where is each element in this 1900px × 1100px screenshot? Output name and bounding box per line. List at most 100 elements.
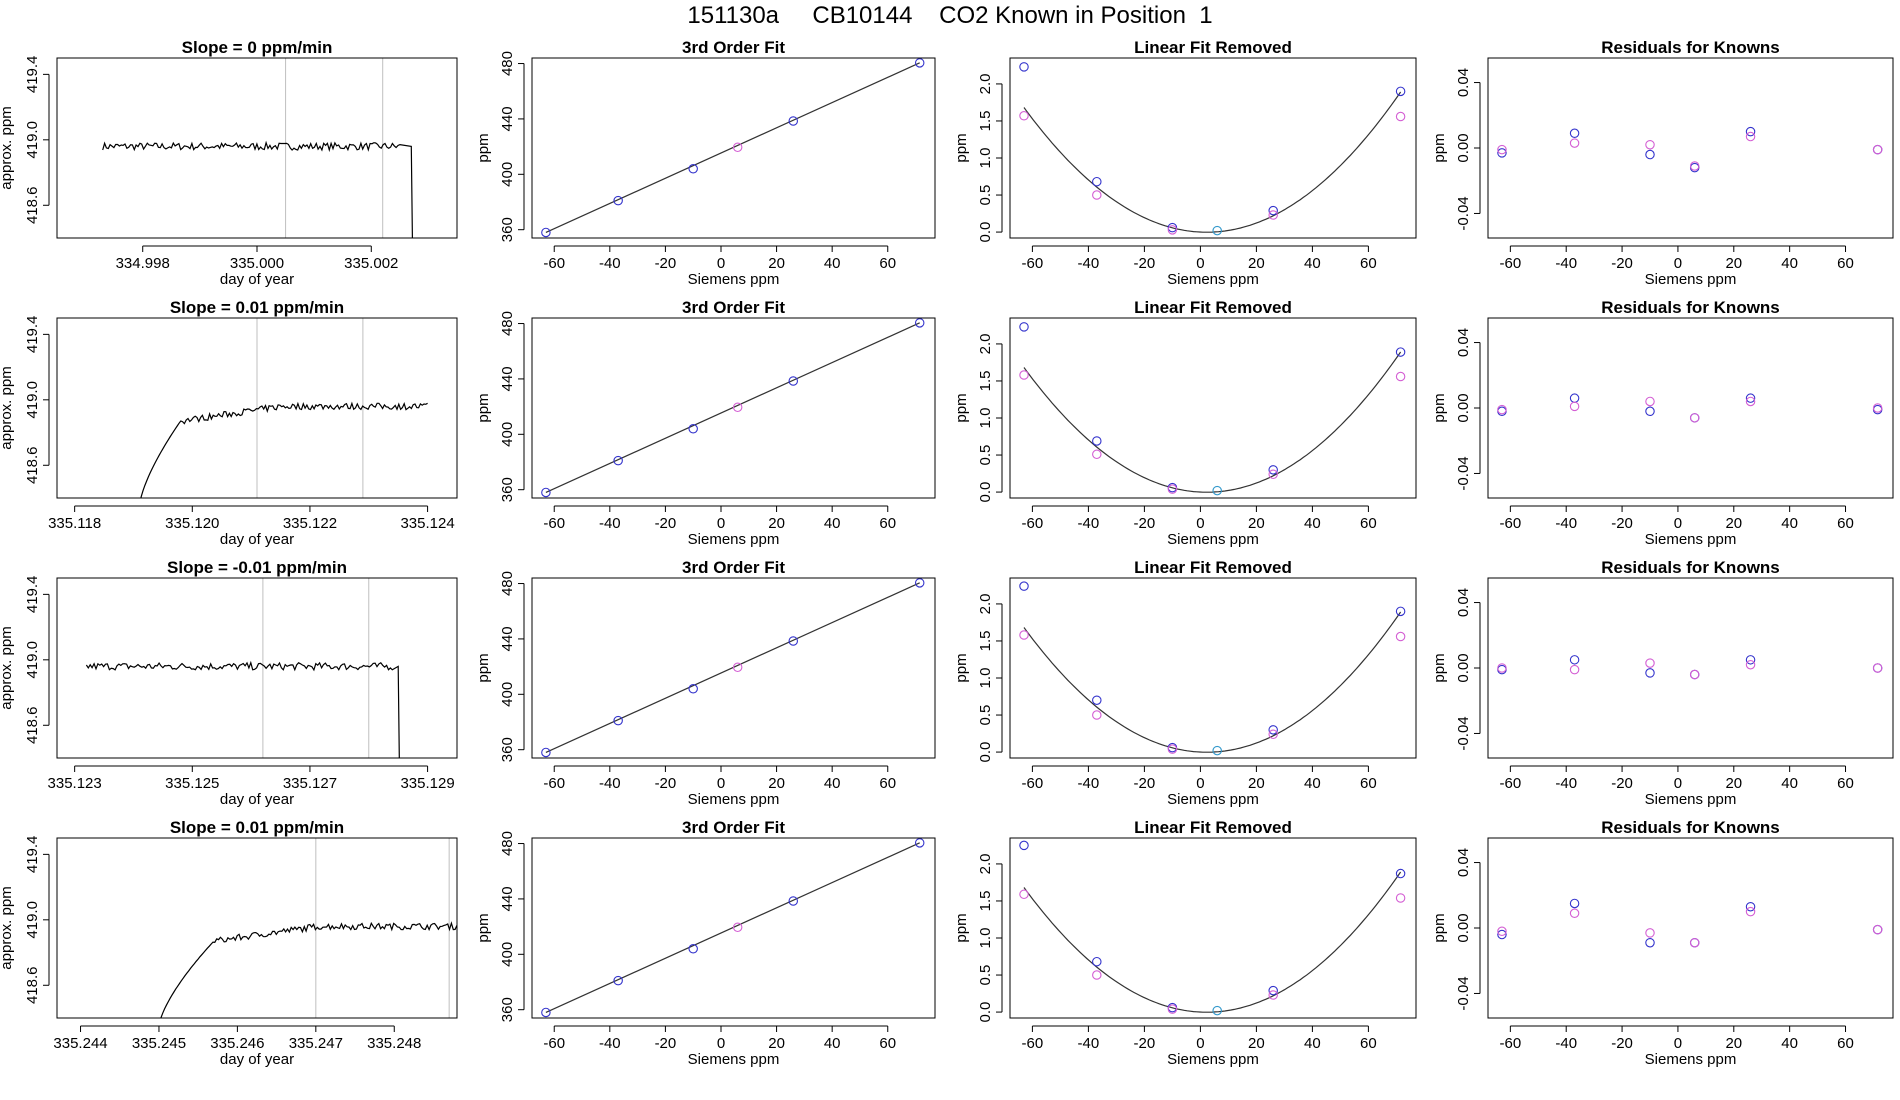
panel-1-2-fit-curve (1023, 351, 1402, 493)
panel-0-1-y-tick-label: 400 (499, 162, 516, 187)
panel-3-0-x-tick-label: 335.244 (53, 1035, 107, 1052)
panel-2-3-point (1569, 664, 1580, 675)
panel-3-1-y-tick-label: 360 (499, 997, 516, 1022)
panel-2-1-y-tick-label: 480 (499, 571, 516, 596)
panel-1-1-point (732, 402, 743, 413)
panel-1-3-y-label: ppm (1431, 393, 1448, 422)
panel-2-3-x-tick-label: 0 (1674, 775, 1682, 792)
panel-0-3-point (1872, 144, 1883, 155)
panel-2-3-x-tick-label: 40 (1781, 775, 1798, 792)
panel-0-3-point (1745, 131, 1756, 142)
panel-3-3-point (1569, 898, 1580, 909)
panel-1-2-frame (1009, 317, 1417, 499)
panel-2-2-y-tick-label: 0.5 (977, 705, 994, 726)
panel-1-3-point (1569, 393, 1580, 403)
panel-1-0-y-tick-label: 419.4 (24, 316, 41, 354)
panel-0-2-fit-curve (1023, 91, 1402, 233)
panel-3-2-title: Linear Fit Removed (1134, 818, 1292, 837)
panel-2-1-x-label: Siemens ppm (688, 791, 780, 808)
panel-3-3-x-tick-label: 60 (1837, 1035, 1854, 1052)
panel-3-3-point (1645, 928, 1655, 938)
panel-0-2-x-tick-label: 0 (1196, 255, 1204, 272)
figure-title: 151130a CB10144 CO2 Known in Position 1 (687, 2, 1213, 29)
panel-3-2-x-tick-label: 60 (1360, 1035, 1377, 1052)
panel-1-0-x-tick-label: 335.120 (165, 515, 219, 532)
panel-3-1-title: 3rd Order Fit (682, 818, 785, 837)
panel-0-2-point (1268, 210, 1278, 220)
panel-1-3-x-tick-label: -20 (1611, 515, 1633, 532)
panel-0-3-point (1745, 126, 1756, 137)
panel-1-1-point (613, 455, 623, 466)
panel-1-0-y-label: approx. ppm (0, 366, 15, 449)
panel-0-0-frame (56, 57, 458, 239)
panel-3-2-y-tick-label: 2.0 (977, 853, 994, 874)
panel-3-0-y-tick-label: 419.4 (24, 836, 41, 874)
panel-2-2-point (1167, 744, 1178, 754)
panel-3-2-y-tick-label: 1.0 (977, 928, 994, 949)
panel-3-2-x-tick-label: 0 (1196, 1035, 1204, 1052)
panel-3-0-y-label: approx. ppm (0, 886, 15, 969)
panel-0-2-point (1092, 190, 1102, 200)
panel-0-1-title: 3rd Order Fit (682, 38, 785, 57)
panel-0-2-point (1019, 62, 1029, 72)
panel-1-2-point (1019, 322, 1029, 332)
panel-3-3-frame (1487, 837, 1894, 1019)
panel-2-3-x-tick-label: 60 (1837, 775, 1854, 792)
panel-0-2-y-tick-label: 1.0 (977, 148, 994, 169)
panel-1-3-point (1645, 406, 1655, 417)
panel-1-2-x-tick-label: 40 (1304, 515, 1321, 532)
panel-0-1-x-tick-label: 60 (879, 255, 896, 272)
panel-2-2-y-tick-label: 0.0 (977, 742, 994, 763)
panel-2-1-point (914, 578, 925, 588)
panel-0-2-point (1167, 225, 1178, 235)
panel-1-1-x-tick-label: 40 (824, 515, 841, 532)
panel-0-3-point (1569, 128, 1580, 139)
panel-1-2-y-tick-label: 1.5 (977, 371, 994, 392)
panel-1-0-y-tick-label: 418.6 (24, 446, 41, 484)
panel-2-0-frame (56, 577, 458, 759)
panel-2-3-point (1569, 655, 1580, 665)
panel-0-3-y-tick-label: 0.04 (1455, 68, 1472, 97)
panel-3-2-point (1019, 840, 1029, 851)
panel-3-1-x-tick-label: -20 (655, 1035, 677, 1052)
panel-3-3-title: Residuals for Knowns (1601, 818, 1780, 837)
panel-0-0-y-tick-label: 418.6 (24, 186, 41, 224)
panel-1-1-x-label: Siemens ppm (688, 531, 780, 548)
panel-0-1-y-tick-label: 440 (499, 106, 516, 131)
panel-0-1-x-tick-label: -20 (655, 255, 677, 272)
panel-2-2-y-tick-label: 1.5 (977, 631, 994, 652)
panel-2-3-x-tick-label: -20 (1611, 775, 1633, 792)
panel-0-1-point (732, 142, 743, 153)
panel-1-3-x-tick-label: 0 (1674, 515, 1682, 532)
panel-1-0-x-tick-label: 335.124 (400, 515, 454, 532)
panel-2-3-point (1689, 669, 1700, 680)
panel-1-2-x-tick-label: -40 (1078, 515, 1100, 532)
panel-3-1-point (914, 838, 925, 848)
panel-2-1-point (788, 636, 799, 646)
panel-2-0-trace-line (85, 660, 400, 758)
panel-1-2-point (1268, 469, 1278, 480)
panel-3-1-x-tick-label: -40 (599, 1035, 621, 1052)
panel-2-2-y-label: ppm (953, 653, 970, 682)
panel-0-1-point (541, 227, 551, 238)
panel-3-2-point (1395, 893, 1406, 903)
panel-3-2-y-tick-label: 0.5 (977, 965, 994, 986)
panel-1-2-x-tick-label: -60 (1022, 515, 1044, 532)
panel-1-3-point (1745, 396, 1756, 407)
panel-2-3-title: Residuals for Knowns (1601, 558, 1780, 577)
panel-2-0-y-label: approx. ppm (0, 626, 15, 709)
panel-0-0-x-tick-label: 335.002 (344, 255, 398, 272)
panel-1-2-point (1395, 371, 1406, 382)
panel-1-2-x-tick-label: 0 (1196, 515, 1204, 532)
panel-2-1-y-tick-label: 360 (499, 737, 516, 762)
panel-1-3-x-tick-label: 40 (1781, 515, 1798, 532)
panel-3-1-point (688, 944, 698, 954)
panel-0-0-y-tick-label: 419.4 (24, 56, 41, 94)
panel-3-2-y-label: ppm (953, 913, 970, 942)
panel-3-1-point (613, 975, 623, 986)
panel-3-2-x-tick-label: 20 (1248, 1035, 1265, 1052)
panel-0-3-x-tick-label: 20 (1725, 255, 1742, 272)
panel-3-2-x-label: Siemens ppm (1167, 1051, 1259, 1068)
panel-1-3-x-tick-label: -40 (1555, 515, 1577, 532)
panel-0-2-y-label: ppm (953, 133, 970, 162)
